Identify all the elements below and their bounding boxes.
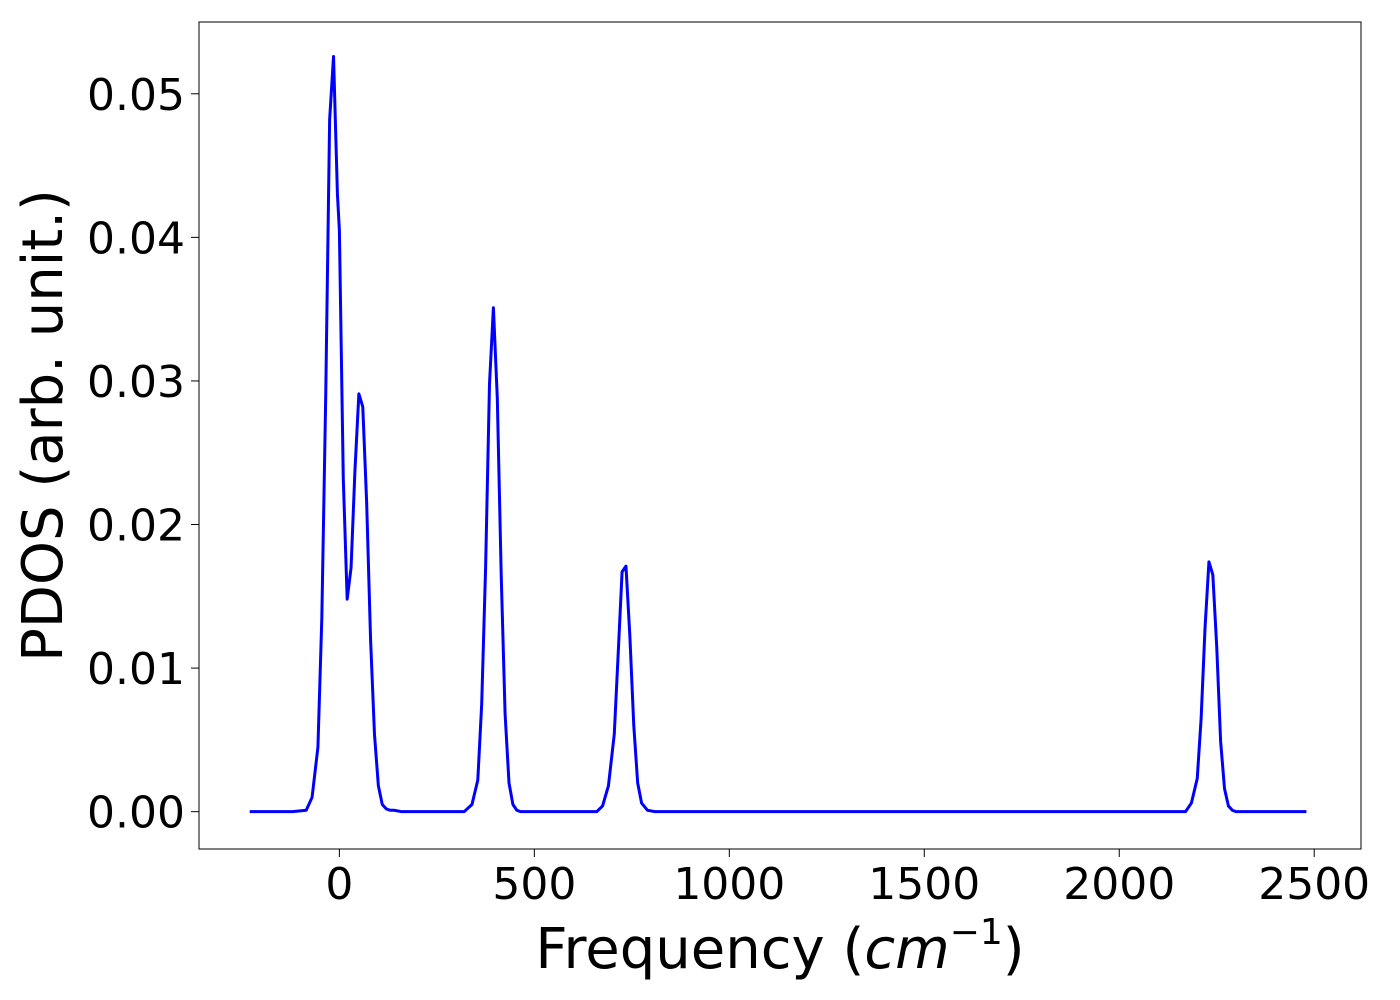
y-axis-title: PDOS (arb. unit.) [11, 189, 76, 662]
x-tick-label: 1500 [868, 859, 980, 910]
x-axis-title-text: Frequency ( [535, 917, 864, 982]
y-tick-label: 0.01 [87, 644, 185, 695]
x-tick-label: 1000 [673, 859, 785, 910]
x-axis-title-close: ) [1003, 917, 1025, 982]
x-tick-label: 500 [492, 859, 576, 910]
x-tick-label: 2500 [1258, 859, 1370, 910]
y-tick-label: 0.05 [87, 70, 185, 121]
x-axis-title: Frequency (cm−1) [535, 912, 1024, 982]
y-tick-label: 0.00 [87, 788, 185, 839]
x-axis-title-superscript: −1 [950, 912, 1003, 953]
y-axis-ticks: 0.00 0.01 0.02 0.03 0.04 0.05 [87, 70, 199, 839]
y-tick-label: 0.02 [87, 501, 185, 552]
x-tick-label: 0 [325, 859, 353, 910]
x-tick-label: 2000 [1063, 859, 1175, 910]
series-layer [249, 54, 1307, 814]
plot-frame [198, 21, 1362, 850]
y-tick-label: 0.04 [87, 213, 185, 264]
x-axis-title-math: cm [864, 917, 949, 982]
y-tick-label: 0.03 [87, 357, 185, 408]
pdos-series-line [249, 54, 1307, 814]
x-axis-ticks: 0 500 1000 1500 2000 2500 [325, 849, 1370, 910]
